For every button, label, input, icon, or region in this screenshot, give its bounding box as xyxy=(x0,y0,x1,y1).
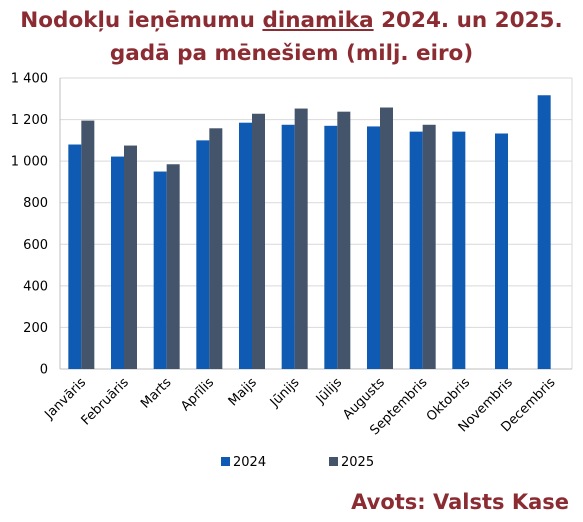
title-part: Nodokļu ieņēmumu xyxy=(20,8,263,33)
legend-label-2024: 2024 xyxy=(233,455,266,470)
title-emphasis: dinamika xyxy=(262,8,374,33)
x-tick-label: Aprīlis xyxy=(178,375,217,414)
bar-2025-Maijs xyxy=(252,113,265,369)
bar-2024-Septembris xyxy=(409,131,423,369)
bar-2025-Jūnijs xyxy=(294,108,308,370)
chart-title: Nodokļu ieņēmumu dinamika 2024. un 2025.… xyxy=(0,4,583,70)
y-tick-label: 200 xyxy=(23,321,48,336)
bar-2024-Oktobris xyxy=(452,131,466,369)
bar-2024-Februāris xyxy=(111,156,124,369)
y-tick-label: 1 000 xyxy=(11,155,48,170)
x-tick-label: Marts xyxy=(138,375,175,412)
legend-label-2025: 2025 xyxy=(341,455,374,470)
bar-2024-Jūnijs xyxy=(281,124,295,370)
y-tick-label: 1 400 xyxy=(11,72,48,87)
bar-2025-Augusts xyxy=(380,107,393,369)
x-tick-label: Maijs xyxy=(226,375,260,409)
bar-2025-Marts xyxy=(166,164,180,369)
legend-swatch-2025 xyxy=(329,457,338,466)
y-tick-label: 0 xyxy=(40,363,48,378)
bar-2024-Aprīlis xyxy=(196,140,210,369)
title-line-1: Nodokļu ieņēmumu dinamika 2024. un 2025. xyxy=(0,4,583,37)
bar-2025-Februāris xyxy=(124,145,137,369)
bar-2024-Augusts xyxy=(367,126,380,369)
y-tick-label: 800 xyxy=(23,196,48,211)
y-tick-label: 400 xyxy=(23,279,48,294)
x-tick-label: Jūlijs xyxy=(313,375,345,407)
x-tick-label: Februāris xyxy=(79,375,132,428)
title-part: 2024. un 2025. xyxy=(373,8,563,33)
source-note: Avots: Valsts Kase xyxy=(351,490,569,514)
bar-2025-Jūlijs xyxy=(337,111,351,370)
title-line-2: gadā pa mēnešiem (milj. eiro) xyxy=(109,41,474,66)
bar-2025-Septembris xyxy=(422,124,436,370)
bar-2024-Marts xyxy=(153,171,167,369)
bar-2024-Decembris xyxy=(537,95,551,370)
bar-2024-Janvāris xyxy=(68,144,82,369)
x-tick-label: Jūnijs xyxy=(267,375,303,411)
bar-2025-Aprīlis xyxy=(209,128,223,369)
bar-2025-Janvāris xyxy=(81,120,95,369)
bar-2024-Novembris xyxy=(495,133,508,369)
y-tick-label: 600 xyxy=(23,238,48,253)
bar-2024-Maijs xyxy=(239,122,252,369)
legend-swatch-2024 xyxy=(221,457,230,466)
y-tick-label: 1 200 xyxy=(11,113,48,128)
bar-2024-Jūlijs xyxy=(324,125,338,369)
